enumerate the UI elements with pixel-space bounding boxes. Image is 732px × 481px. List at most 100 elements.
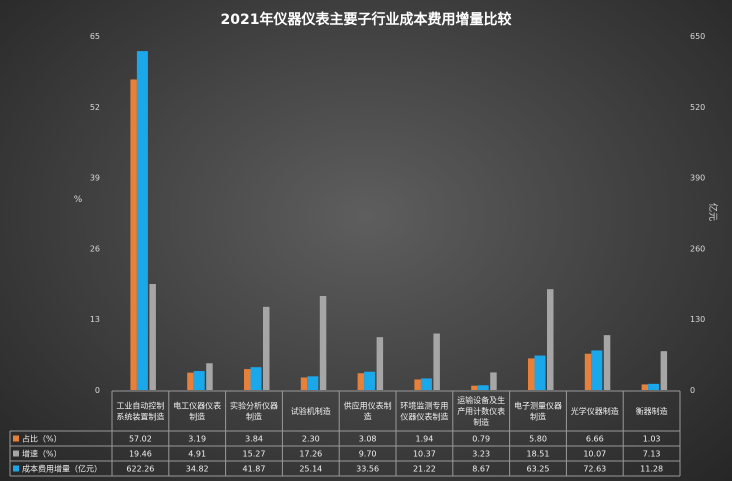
bar-share (300, 377, 308, 390)
y-tick-right: 390 (690, 174, 705, 183)
bar-growth (490, 372, 497, 390)
data-label: 41.87 (243, 465, 266, 474)
category-label: 衡器制造 (636, 406, 668, 416)
bar-cost-increase (364, 371, 376, 390)
category-label: 运输设备及生 (457, 395, 505, 405)
data-label: 1.94 (415, 435, 433, 444)
data-label: 34.82 (186, 465, 209, 474)
chart-title: 2021年仪器仪表主要子行业成本费用增量比较 (221, 11, 512, 28)
bar-share (528, 358, 535, 390)
category-label: 供应用仪表制 (344, 401, 392, 411)
data-label: 18.51 (527, 450, 550, 459)
category-label: 制造 (189, 412, 205, 422)
category-label: 试验机制造 (291, 406, 331, 416)
bar-cost-increase (250, 367, 262, 390)
bar-share (641, 384, 649, 390)
category-label: 光学仪器制造 (571, 406, 619, 416)
category-label: 环境监测专用 (400, 401, 448, 411)
y-tick-right: 520 (690, 103, 705, 112)
data-label: 622.26 (126, 465, 154, 474)
data-label: 57.02 (129, 435, 152, 444)
data-table: 工业自动控制系统装置制造电工仪器仪表制造实验分析仪器制造试验机制造供应用仪表制造… (9, 390, 681, 477)
data-label: 21.22 (413, 465, 436, 474)
y-axis-left-label: % (74, 195, 83, 205)
bar-cost-increase (534, 355, 546, 390)
y-tick-left: 13 (90, 315, 100, 324)
category-label: 制造 (246, 412, 262, 422)
y-tick-left: 26 (90, 244, 100, 253)
bar-growth (206, 363, 213, 390)
y-axis-right-ticks: 0 130 260 390 520 650 (690, 32, 705, 395)
category-label: 仪器仪表制造 (400, 412, 448, 422)
bar-share (187, 372, 194, 390)
bar-share (471, 385, 478, 390)
y-tick-left: 65 (90, 32, 100, 41)
data-label: 1.03 (643, 435, 661, 444)
y-tick-left: 0 (95, 386, 100, 395)
y-tick-right: 0 (690, 386, 695, 395)
bar-cost-increase (307, 376, 319, 390)
bar-growth (376, 337, 384, 390)
data-label: 7.13 (643, 450, 661, 459)
category-label: 电子测量仪器 (514, 401, 562, 411)
data-label: 72.63 (583, 465, 606, 474)
category-label: 制造 (473, 417, 489, 427)
category-label: 实验分析仪器 (230, 401, 278, 411)
category-label: 制造 (530, 412, 546, 422)
bar-growth (149, 284, 156, 390)
legend-swatch (13, 435, 19, 442)
y-tick-left: 52 (90, 103, 100, 112)
y-tick-right: 130 (690, 315, 705, 324)
data-label: 2.30 (302, 435, 320, 444)
bar-share (414, 379, 421, 390)
y-axis-right-label: 亿元 (707, 203, 719, 221)
data-label: 3.08 (359, 435, 377, 444)
bar-share (244, 369, 251, 390)
y-tick-right: 260 (690, 244, 705, 253)
bar-cost-increase (193, 371, 205, 390)
data-label: 6.66 (586, 435, 604, 444)
data-label: 11.28 (640, 465, 663, 474)
data-label: 3.84 (245, 435, 263, 444)
bar-share (584, 353, 592, 390)
data-label: 0.79 (472, 435, 490, 444)
legend-label: 增速（%） (22, 449, 62, 459)
legend-label: 成本费用增量（亿元） (22, 464, 102, 474)
data-label: 8.67 (472, 465, 490, 474)
y-tick-left: 39 (90, 174, 100, 183)
data-label: 15.27 (243, 450, 266, 459)
data-label: 63.25 (527, 465, 550, 474)
data-label: 25.14 (299, 465, 322, 474)
category-label: 造 (364, 412, 372, 422)
y-axis-left-ticks: 0 13 26 39 52 65 (90, 32, 100, 395)
data-label: 4.91 (188, 450, 206, 459)
bar-growth (433, 333, 440, 390)
bar-growth (660, 351, 668, 390)
data-label: 19.46 (129, 450, 152, 459)
bar-cost-increase (591, 350, 603, 390)
bar-share (130, 79, 137, 391)
y-tick-right: 650 (690, 32, 705, 41)
bar-growth (263, 306, 270, 390)
bar-growth (547, 289, 554, 390)
bar-cost-increase (477, 385, 489, 390)
data-label: 33.56 (356, 465, 379, 474)
legend-swatch (13, 465, 19, 472)
bar-growth (603, 335, 611, 390)
data-label: 10.07 (583, 450, 606, 459)
legend-label: 占比（%） (22, 434, 62, 444)
bar-growth (319, 295, 327, 390)
data-label: 10.37 (413, 450, 436, 459)
data-label: 3.23 (472, 450, 490, 459)
category-label: 产用计数仪表 (457, 406, 505, 416)
bar-cost-increase (648, 383, 660, 390)
legend-swatch (13, 450, 19, 457)
bar-cost-increase (136, 51, 148, 390)
category-label: 工业自动控制 (116, 401, 164, 411)
bar-cost-increase (420, 378, 432, 390)
bar-share (357, 373, 365, 390)
data-label: 17.26 (299, 450, 322, 459)
bars-layer (130, 51, 668, 391)
data-label: 5.80 (529, 435, 547, 444)
